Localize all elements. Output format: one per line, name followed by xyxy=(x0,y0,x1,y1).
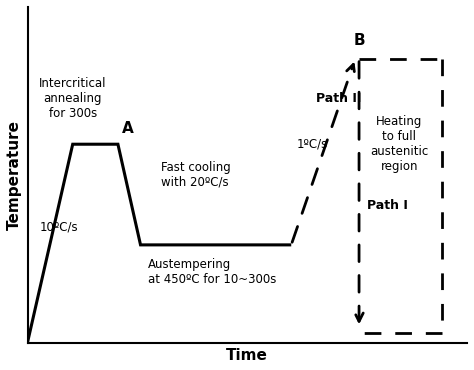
Text: Path I: Path I xyxy=(366,199,408,212)
Text: Intercritical
annealing
for 300s: Intercritical annealing for 300s xyxy=(39,77,107,120)
Text: Heating
to full
austenitic
region: Heating to full austenitic region xyxy=(370,115,428,173)
Text: Fast cooling
with 20ºC/s: Fast cooling with 20ºC/s xyxy=(161,161,230,189)
Text: B: B xyxy=(353,33,365,48)
Text: Path II: Path II xyxy=(316,92,362,105)
Text: A: A xyxy=(122,121,134,137)
Y-axis label: Temperature: Temperature xyxy=(7,120,22,230)
Text: 10ºC/s: 10ºC/s xyxy=(40,220,79,233)
X-axis label: Time: Time xyxy=(227,348,268,363)
Text: 1ºC/s: 1ºC/s xyxy=(296,138,328,151)
Text: Austempering
at 450ºC for 10~300s: Austempering at 450ºC for 10~300s xyxy=(148,258,276,286)
